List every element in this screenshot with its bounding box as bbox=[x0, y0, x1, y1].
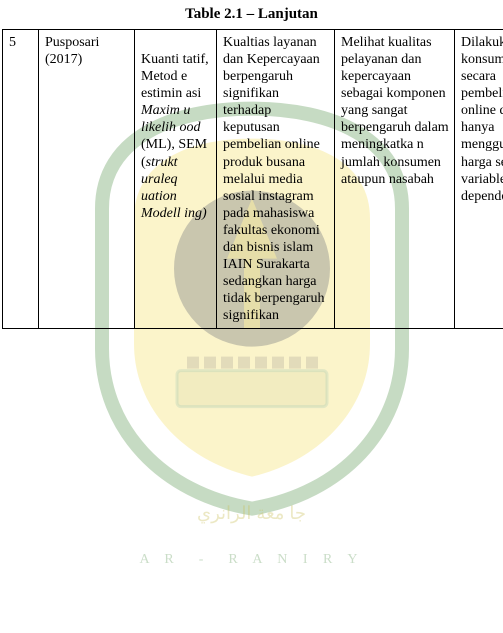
cell-number: 5 bbox=[3, 30, 39, 329]
table-title: Table 2.1 – Lanjutan bbox=[2, 6, 501, 23]
table-lanjutan: 5 Pusposari (2017) Kuanti tatif, Metod e… bbox=[2, 29, 503, 329]
cell-method: Kuanti tatif, Metod e estimin asi Maxim … bbox=[135, 30, 217, 329]
ar-raniry-text-watermark: A R - R A N I R Y bbox=[140, 552, 364, 568]
cell-result: Kualtias layanan dan Kepercayaan berpeng… bbox=[217, 30, 335, 329]
cell-note: Dilakukan pada konsumen secara pembelian… bbox=[455, 30, 503, 329]
method-text-1: Kuanti tatif, Metod e estimin asi bbox=[141, 52, 209, 101]
table-row: 5 Pusposari (2017) Kuanti tatif, Metod e… bbox=[3, 30, 503, 329]
method-italic-1: Maxim u likelih ood bbox=[141, 103, 201, 135]
method-italic-2: strukt uraleq uation Modell ing) bbox=[141, 155, 207, 221]
cell-difference: Melihat kualitas pelayanan dan kepercaya… bbox=[335, 30, 455, 329]
cell-author: Pusposari (2017) bbox=[39, 30, 135, 329]
arabic-text-watermark: جا معة الرانري bbox=[197, 503, 306, 524]
